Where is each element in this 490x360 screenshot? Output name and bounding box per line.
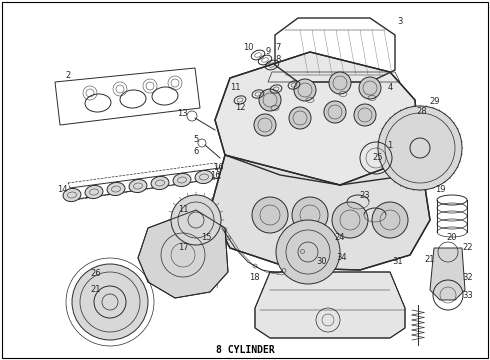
Text: 21: 21 (425, 256, 435, 265)
Circle shape (276, 220, 340, 284)
Text: 10: 10 (243, 44, 253, 53)
Polygon shape (215, 52, 420, 185)
Polygon shape (255, 272, 405, 338)
Text: 6: 6 (194, 148, 198, 157)
Text: 13: 13 (177, 109, 187, 118)
Ellipse shape (151, 176, 169, 190)
Text: 3: 3 (397, 18, 403, 27)
Circle shape (259, 89, 281, 111)
Ellipse shape (173, 174, 191, 186)
Text: 5: 5 (194, 135, 198, 144)
Text: 24: 24 (335, 234, 345, 243)
Text: 9: 9 (266, 48, 270, 57)
Text: 14: 14 (57, 185, 67, 194)
Text: 15: 15 (201, 234, 211, 243)
Text: 1: 1 (388, 140, 392, 149)
Circle shape (354, 104, 376, 126)
Text: 22: 22 (463, 243, 473, 252)
Text: 4: 4 (388, 84, 392, 93)
Text: 31: 31 (392, 257, 403, 266)
Polygon shape (430, 248, 465, 300)
Circle shape (372, 202, 408, 238)
Circle shape (324, 101, 346, 123)
Ellipse shape (129, 179, 147, 193)
Text: 11: 11 (230, 84, 240, 93)
Text: 2: 2 (65, 71, 71, 80)
Text: 30: 30 (317, 257, 327, 266)
Circle shape (329, 72, 351, 94)
Text: 18: 18 (249, 274, 259, 283)
Circle shape (378, 106, 462, 190)
Text: 29: 29 (430, 98, 440, 107)
Text: 8 CYLINDER: 8 CYLINDER (216, 345, 274, 355)
Text: 12: 12 (235, 104, 245, 112)
Circle shape (359, 77, 381, 99)
Text: 20: 20 (447, 234, 457, 243)
Circle shape (294, 79, 316, 101)
Text: 8: 8 (275, 55, 281, 64)
Ellipse shape (107, 183, 125, 195)
Text: 32: 32 (463, 274, 473, 283)
Text: 26: 26 (91, 270, 101, 279)
Circle shape (171, 195, 221, 245)
Text: 17: 17 (178, 243, 188, 252)
Text: 25: 25 (373, 153, 383, 162)
Ellipse shape (195, 170, 213, 184)
Text: 19: 19 (435, 185, 445, 194)
Ellipse shape (63, 188, 81, 202)
Text: 16: 16 (210, 171, 220, 180)
Ellipse shape (85, 185, 103, 199)
Circle shape (252, 197, 288, 233)
Text: 11: 11 (178, 206, 188, 215)
Text: 7: 7 (275, 44, 281, 53)
Text: 23: 23 (360, 190, 370, 199)
Text: 28: 28 (416, 108, 427, 117)
Text: 34: 34 (337, 253, 347, 262)
Text: 33: 33 (463, 291, 473, 300)
Polygon shape (210, 155, 430, 270)
Circle shape (254, 114, 276, 136)
Circle shape (332, 202, 368, 238)
Circle shape (292, 197, 328, 233)
Polygon shape (138, 210, 228, 298)
Text: 21: 21 (91, 285, 101, 294)
Circle shape (72, 264, 148, 340)
Circle shape (289, 107, 311, 129)
Text: 16: 16 (213, 163, 223, 172)
